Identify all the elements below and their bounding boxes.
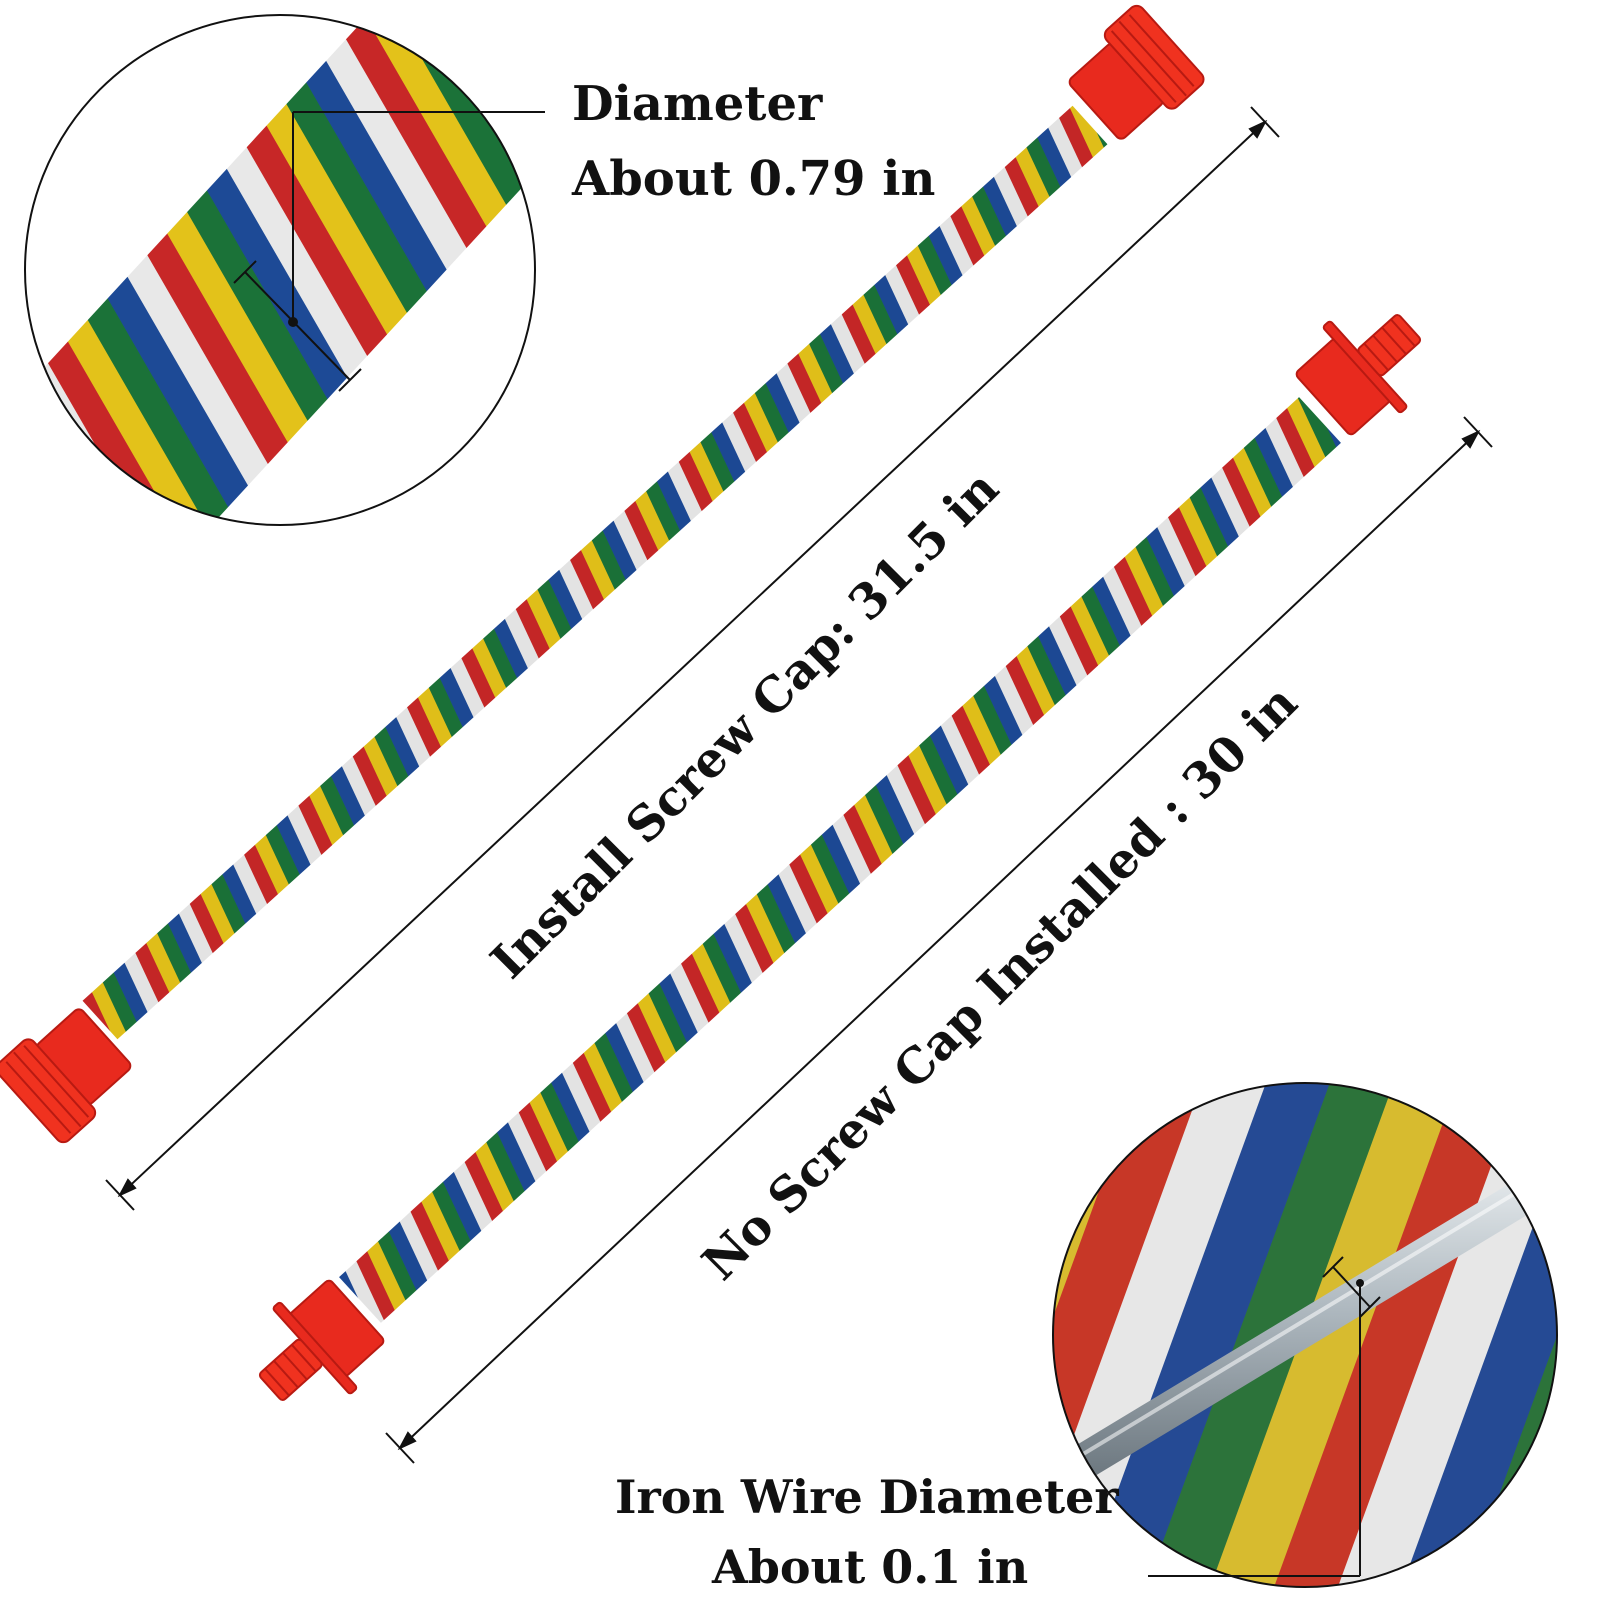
screw-cap-top <box>1068 4 1205 140</box>
rope-diameter-title: Diameter <box>572 76 823 132</box>
screw-cap-bottom <box>0 1008 132 1144</box>
rope-without-caps <box>339 397 1341 1323</box>
length-dimension-arrow-no-cap <box>385 416 1493 1464</box>
bolt-end-bottom <box>258 1279 385 1401</box>
wire-diameter-title: Iron Wire Diameter <box>615 1470 1119 1524</box>
rope-diameter-detail <box>24 14 545 526</box>
bolt-end-top <box>1295 314 1422 436</box>
length-dimension-arrow-with-cap <box>105 106 1280 1211</box>
wire-diameter-value: About 0.1 in <box>712 1540 1029 1594</box>
rope-with-caps <box>82 105 1108 1040</box>
iron-wire-detail <box>1052 1082 1558 1588</box>
rope-diameter-value: About 0.79 in <box>572 151 936 207</box>
